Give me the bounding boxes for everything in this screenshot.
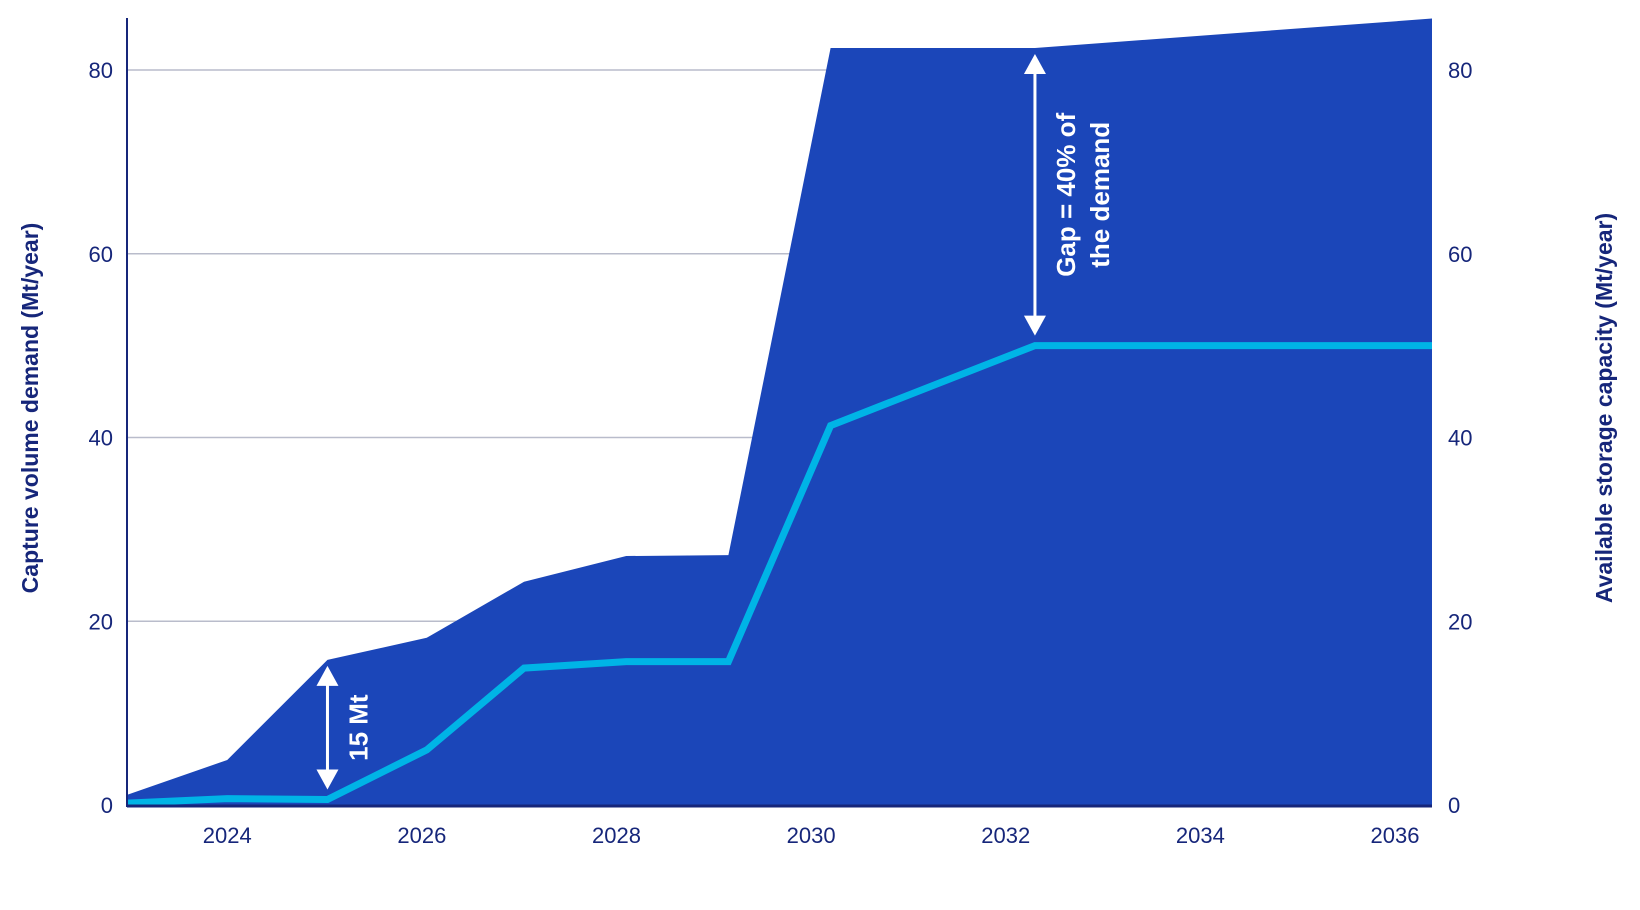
y-axis-right-label: Available storage capacity (Mt/year)	[1591, 213, 1617, 603]
y-tick-label-right: 60	[1448, 242, 1472, 267]
y-tick-label-right: 40	[1448, 426, 1472, 451]
arrow-up-icon	[1023, 53, 1046, 74]
y-axis-left-label: Capture volume demand (Mt/year)	[17, 223, 43, 594]
x-tick-label: 2026	[397, 823, 446, 848]
x-tick-label: 2032	[981, 823, 1030, 848]
y-tick-label-left: 20	[89, 609, 113, 634]
storage-area	[127, 18, 1432, 806]
arrow-up-icon	[316, 665, 339, 686]
arrow-down-icon	[316, 769, 339, 790]
y-tick-label-left: 80	[89, 58, 113, 83]
arrow-down-icon	[1023, 315, 1046, 336]
y-tick-label-right: 0	[1448, 793, 1460, 818]
annotation-label: Gap = 40% of	[1051, 112, 1081, 276]
y-tick-label-left: 0	[101, 793, 113, 818]
x-tick-label: 2024	[203, 823, 252, 848]
axes: 0 0 20 20 40 40 60 60 80 80 2024 2026 2028 2030 2032 20…	[89, 18, 1472, 848]
y-tick-label-right: 80	[1448, 58, 1472, 83]
annotations: 15 Mt Gap = 40% of the demand	[316, 53, 1115, 790]
chart-marks	[126, 18, 1432, 807]
x-tick-label: 2028	[592, 823, 641, 848]
x-tick-label: 2030	[787, 823, 836, 848]
y-tick-label-left: 40	[89, 426, 113, 451]
demand-line	[126, 342, 1432, 807]
x-tick-label: 2034	[1176, 823, 1225, 848]
y-tick-label-left: 60	[89, 242, 113, 267]
annotation-label: 15 Mt	[343, 694, 373, 761]
annotation-label: the demand	[1085, 122, 1115, 268]
x-tick-label: 2036	[1371, 823, 1420, 848]
y-tick-label-right: 20	[1448, 609, 1472, 634]
